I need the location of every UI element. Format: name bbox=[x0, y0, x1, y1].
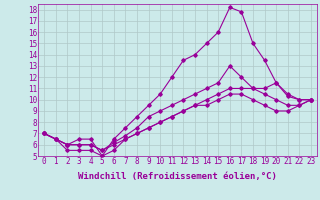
X-axis label: Windchill (Refroidissement éolien,°C): Windchill (Refroidissement éolien,°C) bbox=[78, 172, 277, 181]
